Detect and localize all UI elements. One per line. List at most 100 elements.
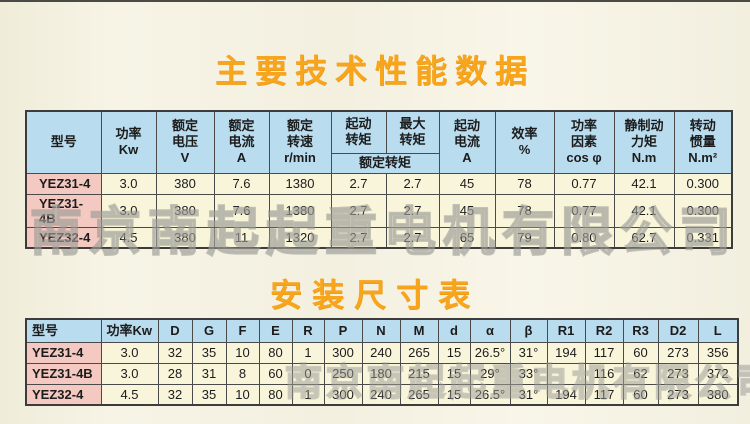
header-D2: D2 — [657, 318, 699, 343]
value-cell: 10 — [225, 341, 260, 364]
header-model: 型号 — [25, 110, 102, 174]
value-cell: 0.331 — [673, 226, 733, 249]
value-cell: 250 — [323, 362, 363, 385]
header-max-torque: 最大 转矩 — [385, 110, 440, 154]
header-rated-current: 额定 电流 A — [213, 110, 270, 174]
value-cell: 273 — [657, 383, 699, 406]
value-cell: 215 — [399, 362, 439, 385]
value-cell: 80 — [258, 341, 293, 364]
value-cell: 2.7 — [385, 226, 440, 249]
value-cell — [546, 362, 586, 385]
value-cell: 356 — [697, 341, 739, 364]
value-cell: 26.5° — [469, 341, 511, 364]
header-R: R — [291, 318, 325, 343]
value-cell: 2.7 — [330, 172, 387, 195]
value-cell: 380 — [155, 226, 215, 249]
header-R2: R2 — [584, 318, 624, 343]
value-cell: 26.5° — [469, 383, 511, 406]
value-cell: 117 — [584, 341, 624, 364]
dimensions-table-title: 安装尺寸表 — [269, 277, 480, 313]
value-cell: 28 — [157, 362, 193, 385]
performance-header-row: 型号 功率 Kw 额定 电压 V 额定 电流 A 额定 转速 r/min 起动 … — [25, 110, 733, 174]
value-cell: 4.5 — [100, 383, 159, 406]
value-cell: 372 — [697, 362, 739, 385]
value-cell: 380 — [155, 193, 215, 228]
value-cell: 15 — [437, 383, 471, 406]
header-E: E — [258, 318, 293, 343]
value-cell: 35 — [191, 341, 227, 364]
value-cell: 60 — [622, 341, 659, 364]
header-static-braking-torque: 静制动 力矩 N.m — [613, 110, 675, 174]
value-cell: 32 — [157, 341, 193, 364]
value-cell: 1 — [291, 341, 325, 364]
value-cell: 2.7 — [385, 172, 440, 195]
value-cell: 7.6 — [213, 193, 270, 228]
value-cell: 80 — [258, 383, 293, 406]
value-cell: 194 — [546, 341, 586, 364]
header-rated-torque: 额定转矩 — [330, 152, 440, 174]
value-cell: 273 — [657, 362, 699, 385]
header-R3: R3 — [622, 318, 659, 343]
header-P: P — [323, 318, 363, 343]
value-cell: 3.0 — [100, 362, 159, 385]
model-cell: YEZ31-4 — [25, 172, 102, 195]
value-cell: 0.77 — [553, 172, 615, 195]
model-cell: YEZ31-4B — [25, 193, 102, 228]
table-row: YEZ32-4 4.5 380 11 1320 2.7 2.7 65 79 0.… — [25, 226, 733, 249]
value-cell: 62.7 — [613, 226, 675, 249]
value-cell: 1380 — [268, 193, 332, 228]
header-power-factor: 功率 因素 cos φ — [553, 110, 615, 174]
header-rated-voltage: 额定 电压 V — [155, 110, 215, 174]
value-cell: 240 — [361, 341, 401, 364]
value-cell: 33° — [509, 362, 548, 385]
value-cell: 265 — [399, 341, 439, 364]
header-beta: β — [509, 318, 548, 343]
value-cell: 0.80 — [553, 226, 615, 249]
value-cell: 62 — [622, 362, 659, 385]
header-power: 功率Kw — [100, 318, 159, 343]
value-cell: 10 — [225, 383, 260, 406]
value-cell: 0.300 — [673, 172, 733, 195]
value-cell: 0.300 — [673, 193, 733, 228]
value-cell: 117 — [584, 383, 624, 406]
value-cell: 29° — [469, 362, 511, 385]
value-cell: 65 — [438, 226, 496, 249]
performance-table: 型号 功率 Kw 额定 电压 V 额定 电流 A 额定 转速 r/min 起动 … — [25, 110, 733, 249]
header-M: M — [399, 318, 439, 343]
model-cell: YEZ32-4 — [25, 226, 102, 249]
header-efficiency: 效率 % — [494, 110, 555, 174]
header-rotational-inertia: 转动 惯量 N.m² — [673, 110, 733, 174]
header-rated-speed: 额定 转速 r/min — [268, 110, 332, 174]
value-cell: 42.1 — [613, 172, 675, 195]
table-row: YEZ31-4B 3.0 28 31 8 60 0 250 180 215 15… — [25, 362, 739, 385]
value-cell: 180 — [361, 362, 401, 385]
header-R1: R1 — [546, 318, 586, 343]
value-cell: 60 — [622, 383, 659, 406]
value-cell: 78 — [494, 193, 555, 228]
header-F: F — [225, 318, 260, 343]
header-model: 型号 — [25, 318, 102, 343]
value-cell: 265 — [399, 383, 439, 406]
value-cell: 2.7 — [385, 193, 440, 228]
value-cell: 11 — [213, 226, 270, 249]
value-cell: 1320 — [268, 226, 332, 249]
header-G: G — [191, 318, 227, 343]
value-cell: 15 — [437, 362, 471, 385]
value-cell: 380 — [697, 383, 739, 406]
value-cell: 7.6 — [213, 172, 270, 195]
table-row: YEZ31-4 3.0 32 35 10 80 1 300 240 265 15… — [25, 341, 739, 364]
value-cell: 35 — [191, 383, 227, 406]
header-d: d — [437, 318, 471, 343]
value-cell: 2.7 — [330, 193, 387, 228]
value-cell: 32 — [157, 383, 193, 406]
table-row: YEZ31-4 3.0 380 7.6 1380 2.7 2.7 45 78 0… — [25, 172, 733, 195]
dimensions-header-row: 型号 功率Kw D G F E R P N M d α β R1 R2 R3 D… — [25, 318, 739, 343]
value-cell: 4.5 — [100, 226, 157, 249]
value-cell: 3.0 — [100, 172, 157, 195]
header-starting-torque: 起动 转矩 — [330, 110, 387, 154]
value-cell: 3.0 — [100, 193, 157, 228]
header-L: L — [697, 318, 739, 343]
value-cell: 60 — [258, 362, 293, 385]
performance-subheader-row: 额定转矩 — [26, 152, 732, 174]
table-row: YEZ32-4 4.5 32 35 10 80 1 300 240 265 15… — [25, 383, 739, 406]
